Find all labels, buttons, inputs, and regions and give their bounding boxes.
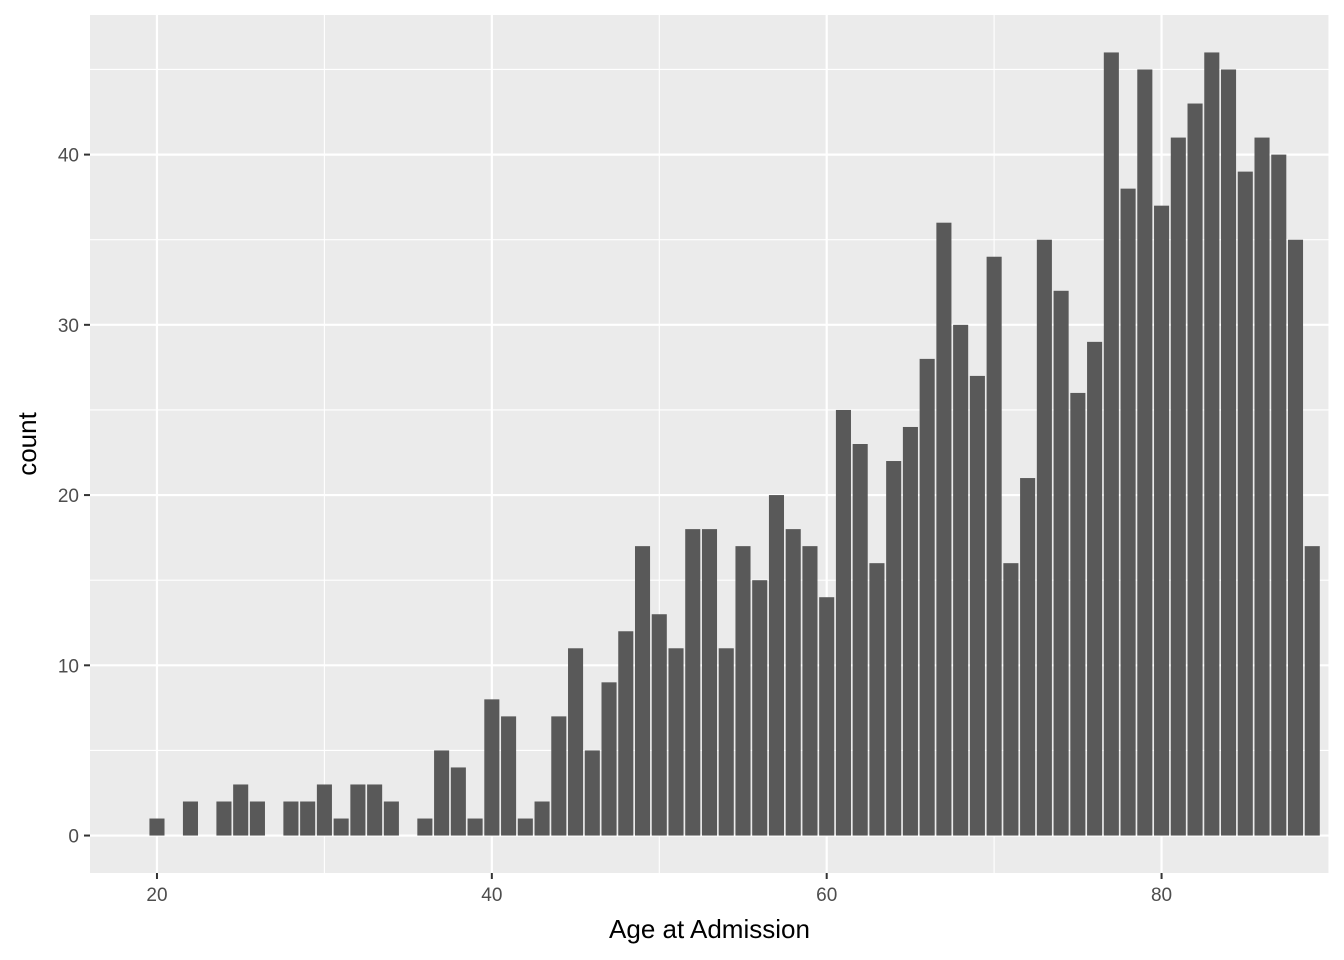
histogram-bar [936,222,952,836]
histogram-bar [1137,69,1153,836]
histogram-bar [467,818,483,836]
histogram-bar [1204,52,1220,836]
histogram-bar [517,818,533,836]
histogram-bar [1287,239,1304,836]
y-tick-label: 20 [58,486,79,507]
histogram-bar [216,801,232,836]
x-tick-label: 80 [1151,885,1172,906]
histogram-bar [1020,478,1036,836]
histogram-bar [1003,563,1019,836]
y-axis-title: count [12,411,42,475]
y-tick-label: 40 [58,146,79,167]
histogram-bar [1304,546,1320,836]
histogram-bar [249,801,265,836]
histogram-bar [568,648,584,836]
histogram-bar [953,324,969,836]
histogram-bar [233,784,249,836]
histogram-bar [969,375,985,836]
histogram-bar [869,563,885,836]
histogram-bar [668,648,684,836]
histogram-bar [484,699,500,836]
histogram-bar [417,818,433,836]
histogram-bar [1254,137,1270,836]
y-tick-label: 0 [68,827,79,848]
histogram-bar [1237,171,1253,836]
histogram-bar [1120,188,1136,836]
x-tick-label: 60 [816,885,837,906]
histogram-bar [584,750,600,836]
histogram-bar [601,682,617,836]
histogram-bar [300,801,316,836]
histogram-bar [718,648,734,836]
histogram-bar [551,716,567,836]
histogram-bar [819,597,835,836]
histogram-bar [501,716,517,836]
x-tick-label: 20 [146,885,167,906]
histogram-bar [852,444,868,836]
histogram-bar [350,784,366,836]
histogram-bar [618,631,634,836]
x-tick-label: 40 [481,885,502,906]
histogram-bar [986,256,1002,836]
histogram-bar [333,818,349,836]
histogram-bar [1187,103,1203,836]
histogram-bar [886,461,902,836]
histogram-bar [752,580,768,836]
x-axis-title: Age at Admission [609,914,810,944]
histogram-bar [768,495,785,836]
y-axis: 0 10 20 30 40 [58,146,90,848]
histogram-bar [1271,154,1287,836]
histogram-bar [1087,341,1103,836]
histogram-bar [149,818,165,836]
histogram-bar [367,784,383,836]
y-tick-label: 30 [58,316,79,337]
histogram-bar [182,801,198,836]
y-tick-label: 10 [58,656,79,677]
histogram-bar [534,801,550,836]
histogram-bar [1053,290,1069,836]
histogram-bar [316,784,332,836]
histogram-bar [634,546,651,836]
histogram-bar [735,546,751,836]
histogram-bar [450,767,466,836]
histogram-bar [1070,392,1086,836]
histogram-bar [802,546,818,836]
histogram-bar [1221,69,1237,836]
histogram-bar [1154,205,1170,836]
histogram-bar [283,801,299,836]
histogram-bar [701,529,718,836]
histogram-bar [902,426,918,836]
histogram-bar [919,358,935,836]
histogram-bar [785,529,801,836]
histogram-bar [1036,239,1052,836]
bars [149,52,1320,836]
histogram-bar [685,529,701,836]
histogram-bar [1170,137,1186,836]
histogram-bar [434,750,450,836]
histogram-bar [1103,52,1119,836]
x-axis: 20 40 60 80 [146,873,1172,906]
histogram-bar [651,614,667,836]
histogram-bar [383,801,399,836]
histogram-bar [835,409,851,836]
